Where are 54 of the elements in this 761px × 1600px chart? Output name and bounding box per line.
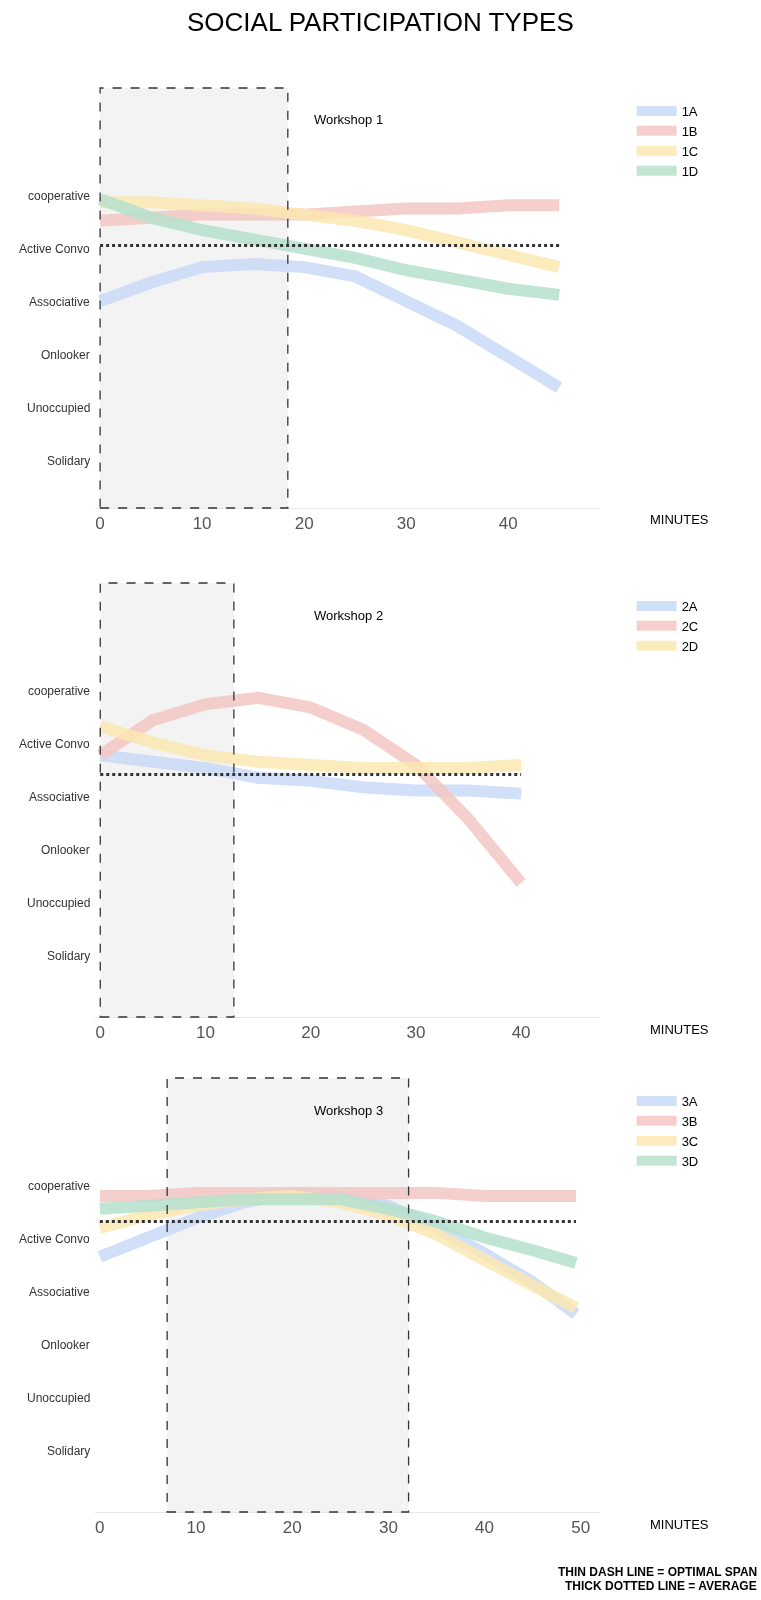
text: Active Convo [19, 1232, 91, 1246]
legend-label: 2A [681, 599, 698, 615]
text: Associative [29, 1285, 91, 1299]
legend-label: 1D [681, 163, 699, 179]
legend-label: 2C [681, 618, 699, 634]
x-tick-label: 40 [475, 1518, 495, 1538]
x-tick-label: 0 [95, 514, 105, 534]
text: THIN DASH LINE = OPTIMAL SPAN [558, 1565, 758, 1579]
x-axis-title: MINUTES [650, 1517, 709, 1532]
legend-label: 3A [681, 1094, 698, 1110]
x-tick-label: 20 [301, 1023, 321, 1043]
x-tick-label: 40 [498, 514, 518, 534]
x-tick-label: 10 [196, 1023, 215, 1043]
legend-label: 1A [681, 104, 698, 120]
text: Onlooker [41, 348, 90, 362]
chart-title: SOCIAL PARTICIPATION TYPES [187, 7, 574, 37]
x-tick-label: 40 [511, 1023, 531, 1043]
text: Solidary [47, 1444, 91, 1458]
chart-subtitle: Workshop 1 [314, 112, 384, 127]
text: Unoccupied [27, 1391, 91, 1405]
text: Solidary [47, 454, 91, 468]
legend-label: 3C [681, 1133, 699, 1149]
text: Onlooker [41, 1338, 90, 1352]
x-tick-label: 20 [282, 1518, 302, 1538]
text: Solidary [47, 949, 91, 963]
x-tick-label: 50 [571, 1518, 591, 1538]
x-tick-label: 30 [396, 514, 416, 534]
x-tick-label: 30 [406, 1023, 426, 1043]
legend-label: 3D [681, 1153, 699, 1169]
text: Active Convo [19, 242, 91, 256]
x-axis-title: MINUTES [650, 512, 709, 527]
x-tick-label: 30 [378, 1518, 398, 1538]
x-tick-label: 0 [95, 1518, 105, 1538]
text: Unoccupied [27, 896, 91, 910]
text: Active Convo [19, 737, 91, 751]
legend-label: 1C [681, 143, 699, 159]
text: THICK DOTTED LINE = AVERAGE [565, 1579, 757, 1593]
x-tick-label: 10 [186, 1518, 206, 1538]
text: Associative [29, 790, 91, 804]
x-tick-label: 0 [95, 1023, 105, 1043]
chart-subtitle: Workshop 2 [314, 608, 384, 623]
x-axis-title: MINUTES [650, 1022, 709, 1037]
text: Unoccupied [27, 401, 91, 415]
text: cooperative [28, 1179, 91, 1193]
chart-subtitle: Workshop 3 [314, 1103, 384, 1118]
legend-label: 1B [681, 123, 698, 139]
text: cooperative [28, 684, 91, 698]
x-tick-label: 20 [294, 514, 314, 534]
x-tick-label: 10 [192, 514, 212, 534]
legend-label: 3B [681, 1113, 698, 1129]
legend-label: 2D [681, 638, 699, 654]
text: Associative [29, 295, 91, 309]
text: cooperative [28, 189, 91, 203]
text: Onlooker [41, 843, 90, 857]
